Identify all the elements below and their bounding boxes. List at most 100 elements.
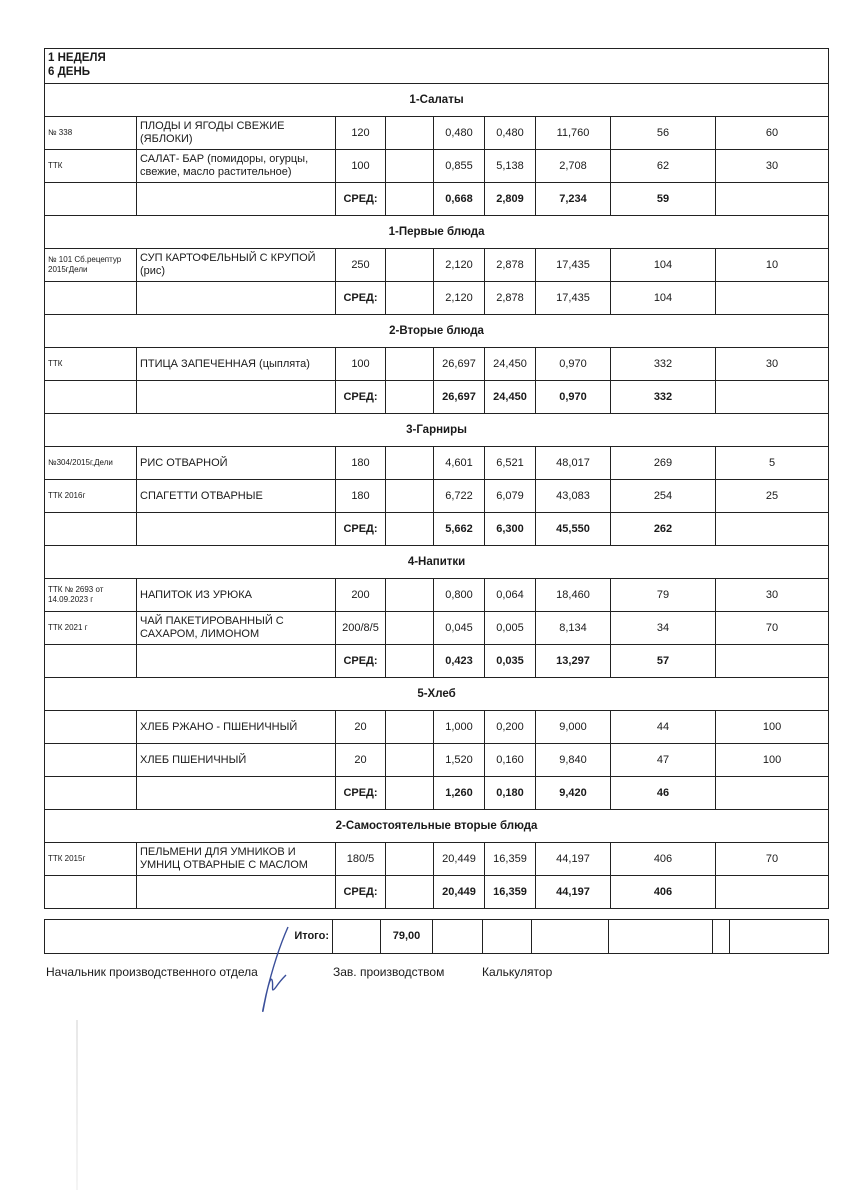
empty-cell [136,182,336,216]
menu-header: 1 НЕДЕЛЯ 6 ДЕНЬ [43,48,830,84]
fat: 0,064 [484,578,536,612]
dish-row: №304/2015г,Дели РИС ОТВАРНОЙ 180 4,601 6,521… [44,446,830,480]
protein: 1,000 [433,710,485,744]
dish-row: ТТК 2021 г ЧАЙ ПАКЕТИРОВАННЫЙ С САХАРОМ, … [44,611,830,645]
portion: 180/5 [335,842,386,876]
price: 60 [714,116,830,150]
section-title: 2-Вторые блюда [43,314,830,348]
carbs: 11,760 [535,116,611,150]
section-title: 4-Напитки [43,545,830,579]
fat: 0,480 [484,116,536,150]
avg-kcal: 46 [610,776,716,810]
dish-name: СПАГЕТТИ ОТВАРНЫЕ [136,479,336,513]
recipe-code: ТТК 2016г [44,479,137,513]
empty-cell [385,281,434,315]
dish-name: ПЛОДЫ И ЯГОДЫ СВЕЖИЕ (ЯБЛОКИ) [136,116,336,150]
price: 25 [714,479,830,513]
recipe-code: ТТК [44,149,137,183]
extra [385,347,434,381]
dish-name: СУП КАРТОФЕЛЬНЫЙ С КРУПОЙ (рис) [136,248,336,282]
avg-kcal: 262 [610,512,716,546]
avg-kcal: 57 [610,644,716,678]
day-label: 6 ДЕНЬ [48,66,91,78]
avg-kcal: 59 [610,182,716,216]
fat: 2,878 [484,248,536,282]
extra [385,248,434,282]
portion: 20 [335,710,386,744]
extra [385,578,434,612]
average-row: СРЕД: 0,423 0,035 13,297 57 [44,644,830,678]
empty-cell [136,644,336,678]
section-title: 2-Самостоятельные вторые блюда [43,809,830,843]
protein: 0,855 [433,149,485,183]
average-label: СРЕД: [335,512,386,546]
empty-cell [44,380,137,414]
empty-cell [385,512,434,546]
extra [385,842,434,876]
avg-protein: 0,423 [433,644,485,678]
protein: 2,120 [433,248,485,282]
carbs: 17,435 [535,248,611,282]
avg-protein: 0,668 [433,182,485,216]
dish-name: САЛАТ- БАР (помидоры, огурцы, свежие, ма… [136,149,336,183]
avg-protein: 26,697 [433,380,485,414]
carbs: 48,017 [535,446,611,480]
extra [385,743,434,777]
avg-fat: 16,359 [484,875,536,909]
recipe-code: № 101 Сб.рецептур 2015гДели [44,248,137,282]
avg-fat: 2,809 [484,182,536,216]
scan-artifact [76,1020,78,1190]
kcal: 47 [610,743,716,777]
empty-cell [332,919,381,954]
carbs: 0,970 [535,347,611,381]
section-row: 1-Первые блюда [43,215,830,249]
section-title: 5-Хлеб [43,677,830,711]
price: 5 [714,446,830,480]
protein: 0,480 [433,116,485,150]
empty-cell [136,776,336,810]
dish-name: ПЕЛЬМЕНИ ДЛЯ УМНИКОВ И УМНИЦ ОТВАРНЫЕ С … [136,842,336,876]
avg-protein: 5,662 [433,512,485,546]
avg-fat: 2,878 [484,281,536,315]
signature [262,926,289,1012]
avg-carbs: 44,197 [535,875,611,909]
portion: 20 [335,743,386,777]
portion: 180 [335,446,386,480]
portion: 200 [335,578,386,612]
fat: 6,521 [484,446,536,480]
avg-kcal: 332 [610,380,716,414]
empty-cell [44,512,137,546]
average-row: СРЕД: 26,697 24,450 0,970 332 [44,380,830,414]
empty-cell [136,380,336,414]
price: 70 [714,611,830,645]
section-title: 1-Салаты [43,83,830,117]
section-row: 3-Гарниры [43,413,830,447]
dish-name: ПТИЦА ЗАПЕЧЕННАЯ (цыплята) [136,347,336,381]
empty-cell [385,875,434,909]
kcal: 44 [610,710,716,744]
section-title: 3-Гарниры [43,413,830,447]
empty-cell [714,512,830,546]
empty-cell [44,644,137,678]
fat: 0,005 [484,611,536,645]
average-label: СРЕД: [335,776,386,810]
protein: 0,045 [433,611,485,645]
average-label: СРЕД: [335,380,386,414]
avg-fat: 0,035 [484,644,536,678]
carbs: 18,460 [535,578,611,612]
empty-cell [385,644,434,678]
section-row: 1-Салаты [43,83,830,117]
dish-name: ХЛЕБ ПШЕНИЧНЫЙ [136,743,336,777]
kcal: 56 [610,116,716,150]
portion: 250 [335,248,386,282]
recipe-code: ТТК [44,347,137,381]
empty-cell [432,919,483,954]
price: 70 [714,842,830,876]
carbs: 9,000 [535,710,611,744]
week-label: 1 НЕДЕЛЯ [48,52,106,64]
protein: 20,449 [433,842,485,876]
dish-row: № 101 Сб.рецептур 2015гДели СУП КАРТОФЕЛЬ… [44,248,830,282]
dish-row: ТТК САЛАТ- БАР (помидоры, огурцы, свежие,… [44,149,830,183]
avg-protein: 2,120 [433,281,485,315]
recipe-code: ТТК № 2693 от 14.09.2023 г [44,578,137,612]
